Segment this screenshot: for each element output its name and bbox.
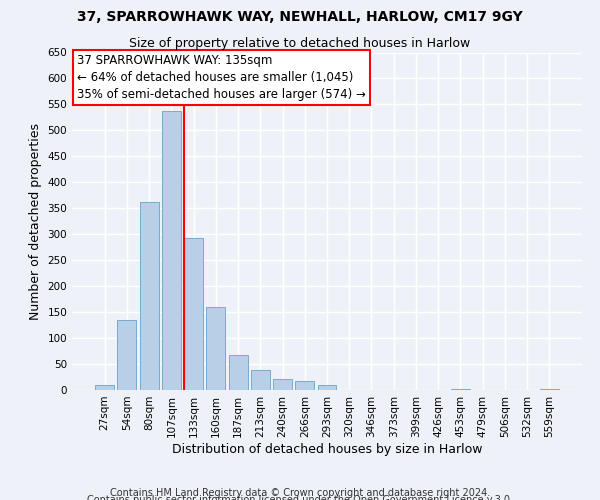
Bar (206, 307, 225, 390)
Bar (451, 389, 470, 390)
Bar (295, 381, 314, 390)
Y-axis label: Number of detached properties: Number of detached properties (29, 122, 42, 320)
Text: 37, SPARROWHAWK WAY, NEWHALL, HARLOW, CM17 9GY: 37, SPARROWHAWK WAY, NEWHALL, HARLOW, CM… (77, 10, 523, 24)
Bar (184, 238, 203, 390)
Text: 37 SPARROWHAWK WAY: 135sqm
← 64% of detached houses are smaller (1,045)
35% of s: 37 SPARROWHAWK WAY: 135sqm ← 64% of deta… (77, 54, 366, 101)
Bar (251, 370, 270, 390)
Bar (540, 389, 559, 390)
X-axis label: Distribution of detached houses by size in Harlow: Distribution of detached houses by size … (172, 442, 482, 456)
Bar (140, 202, 158, 390)
Bar (118, 320, 136, 390)
Text: Size of property relative to detached houses in Harlow: Size of property relative to detached ho… (130, 38, 470, 51)
Text: Contains HM Land Registry data © Crown copyright and database right 2024.: Contains HM Land Registry data © Crown c… (110, 488, 490, 498)
Text: Contains public sector information licensed under the Open Government Licence v.: Contains public sector information licen… (87, 495, 513, 500)
Bar (273, 378, 292, 390)
Bar (317, 385, 337, 390)
Bar (162, 111, 181, 390)
Bar (95, 385, 114, 390)
Bar (229, 355, 248, 390)
